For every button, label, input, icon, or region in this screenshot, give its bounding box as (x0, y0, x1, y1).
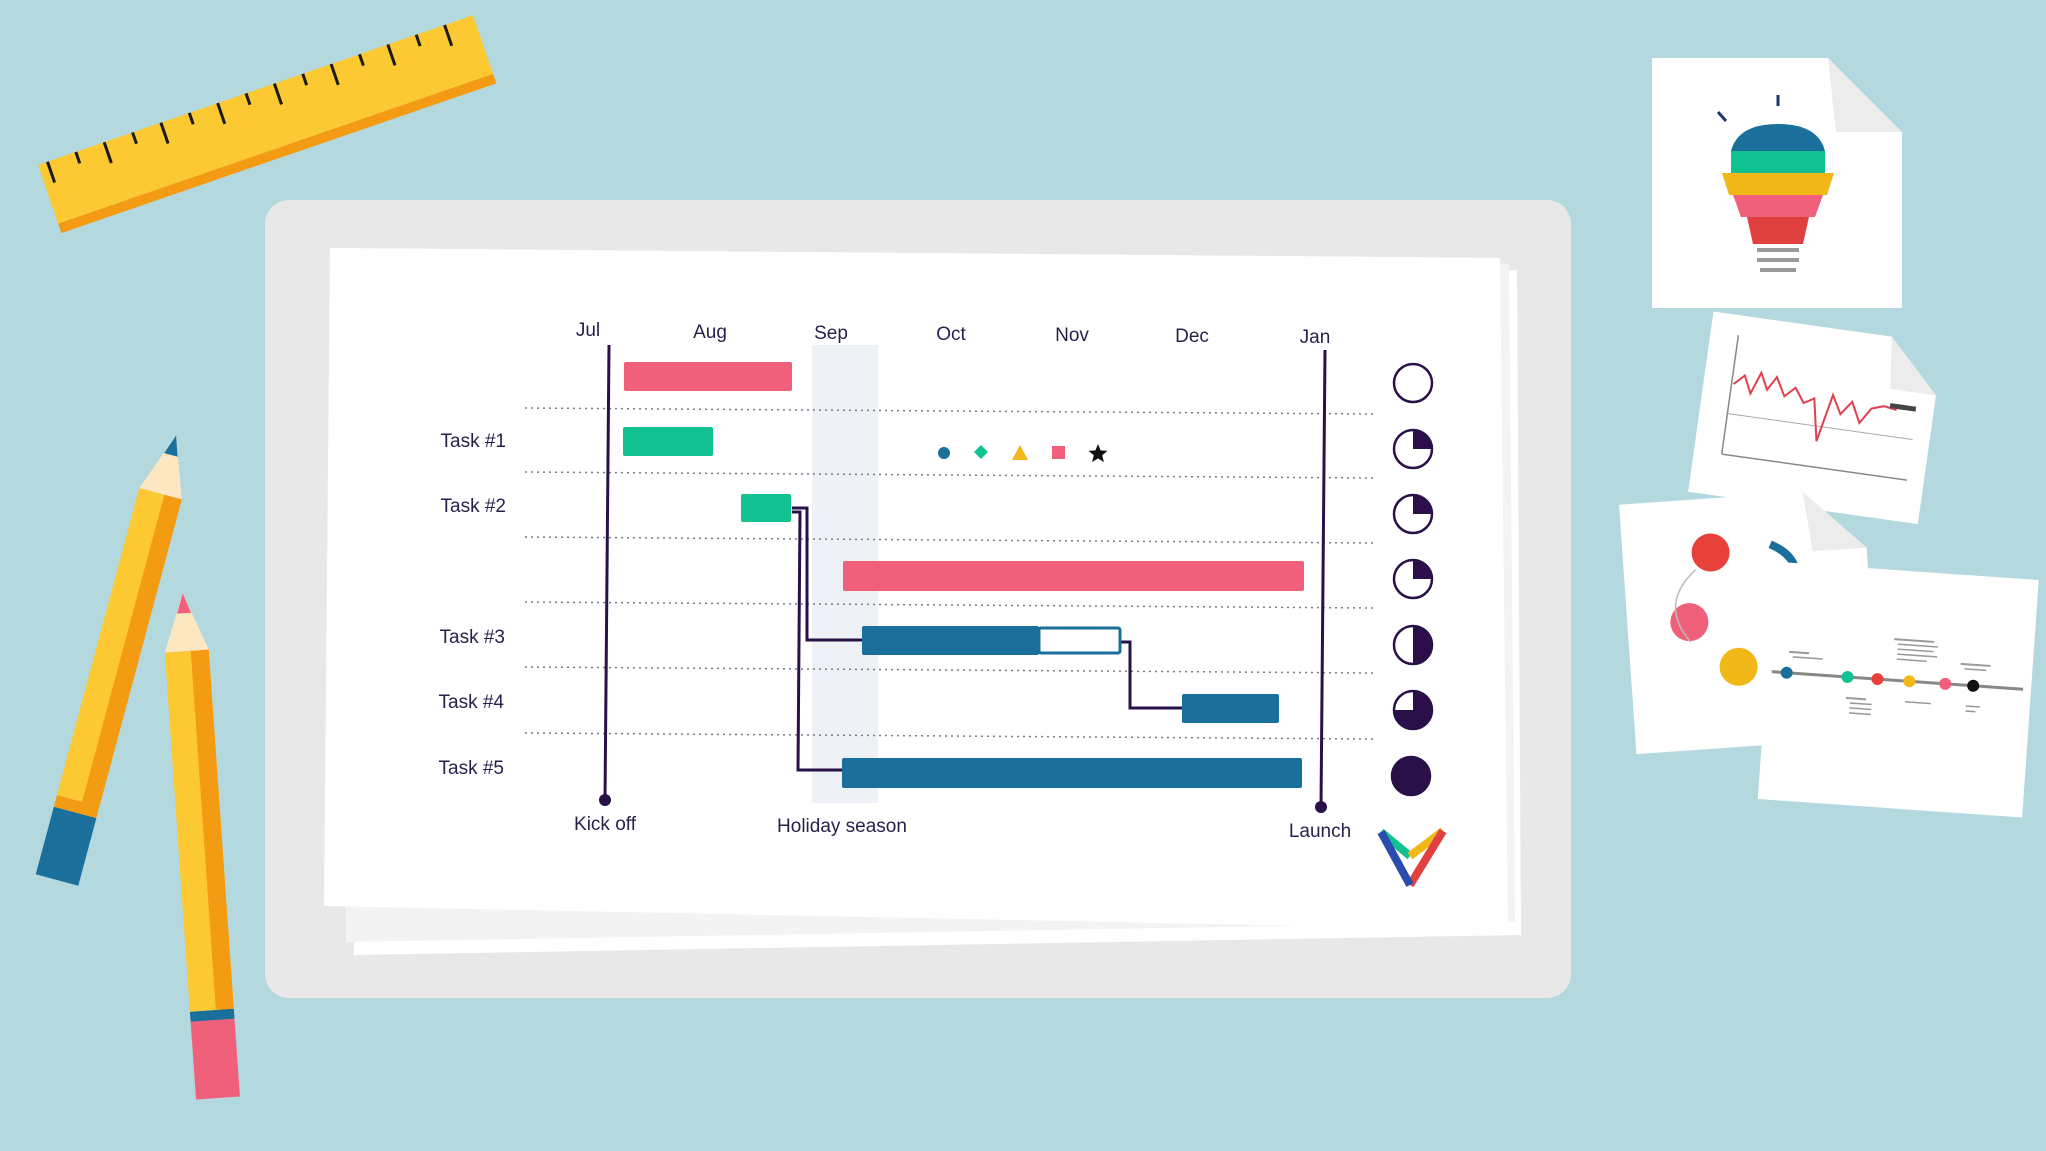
month-label: Dec (1175, 326, 1209, 347)
task-label: Task #1 (441, 431, 506, 452)
kickoff-label: Kick off (574, 814, 637, 835)
ruler-icon (37, 15, 497, 234)
task-bar (862, 626, 1039, 655)
task-bar (842, 758, 1302, 788)
paper-stack (324, 248, 1521, 955)
task-label: Task #4 (439, 692, 505, 713)
task-bar (623, 427, 713, 456)
progress-circle-icon (1392, 493, 1434, 535)
line-chart-card (1688, 311, 1936, 525)
lightbulb-card (1652, 58, 1902, 308)
triangle-icon (1012, 445, 1028, 460)
shape-legend (938, 444, 1108, 463)
lightbulb-icon (1716, 95, 1834, 272)
progress-circle-icon (1392, 624, 1434, 666)
month-label: Sep (814, 323, 848, 344)
task-label: Task #2 (441, 496, 506, 517)
dependency-connectors (792, 506, 1182, 772)
circle-icon (938, 447, 950, 459)
month-label: Jul (576, 320, 600, 341)
pencil-icon (164, 593, 240, 1100)
progress-circle-icon (1392, 428, 1434, 470)
pencil-icon (35, 435, 182, 886)
progress-circle-icon (1390, 755, 1432, 797)
task-bar (1182, 694, 1279, 723)
gantt-chart: Jul Aug Sep Oct Nov Dec Jan Task #1 Task… (439, 320, 1447, 888)
brand-logo-icon (1377, 827, 1447, 888)
progress-circle-icon (1392, 558, 1434, 600)
timeline-card-front (1757, 561, 2039, 818)
progress-circle-icon (1392, 362, 1434, 404)
progress-circle-icon (1392, 689, 1434, 731)
task-bar (624, 362, 792, 391)
kickoff-line (603, 344, 611, 801)
launch-label: Launch (1289, 821, 1351, 842)
task-label: Task #3 (440, 627, 505, 648)
month-label: Aug (693, 322, 727, 343)
holiday-season-label: Holiday season (777, 816, 907, 837)
task-bar (843, 561, 1304, 591)
month-label: Nov (1055, 325, 1089, 346)
task-label: Task #5 (439, 758, 504, 779)
month-label: Jan (1300, 327, 1331, 348)
kickoff-dot (599, 794, 611, 806)
star-icon (1088, 444, 1108, 463)
diamond-icon (974, 445, 988, 459)
month-label: Oct (936, 324, 966, 345)
launch-dot (1315, 801, 1327, 813)
task-bar-remaining (1037, 626, 1122, 655)
launch-line (1319, 349, 1327, 808)
square-icon (1052, 446, 1065, 459)
task-bar (741, 494, 791, 522)
progress-column (1390, 362, 1434, 797)
